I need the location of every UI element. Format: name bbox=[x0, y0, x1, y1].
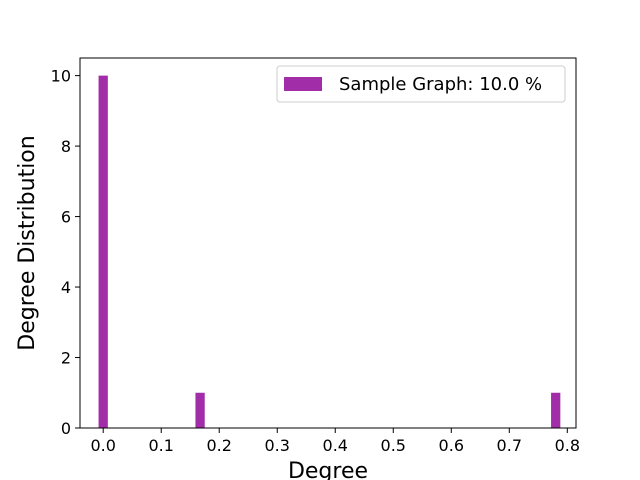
y-ticks: 0 2 4 6 8 10 bbox=[51, 67, 80, 438]
x-tick-label-4: 0.4 bbox=[323, 436, 348, 455]
x-axis-label: Degree bbox=[288, 459, 368, 480]
legend: Sample Graph: 10.0 % bbox=[276, 65, 566, 103]
legend-label: Sample Graph: 10.0 % bbox=[339, 74, 542, 95]
bar-0-2 bbox=[551, 392, 561, 428]
x-tick-label-8: 0.8 bbox=[555, 436, 580, 455]
x-tick-label-0: 0.0 bbox=[90, 436, 115, 455]
x-ticks: 0.0 0.1 0.2 0.3 0.4 0.5 0.6 0.7 0.8 bbox=[90, 428, 580, 455]
legend-swatch bbox=[284, 77, 322, 91]
y-axis-label: Degree Distribution bbox=[15, 135, 40, 350]
bars-group bbox=[98, 75, 561, 428]
x-tick-label-6: 0.6 bbox=[439, 436, 464, 455]
y-tick-label-0: 0 bbox=[61, 419, 71, 438]
y-tick-label-4: 8 bbox=[61, 137, 71, 156]
y-tick-label-5: 10 bbox=[51, 67, 71, 86]
x-tick-label-7: 0.7 bbox=[497, 436, 522, 455]
x-tick-label-2: 0.2 bbox=[207, 436, 232, 455]
legend-box bbox=[276, 65, 566, 103]
axes-frame bbox=[79, 57, 577, 429]
x-tick-label-5: 0.5 bbox=[381, 436, 406, 455]
y-tick-label-1: 2 bbox=[61, 349, 71, 368]
bar-0-1 bbox=[195, 392, 205, 428]
bar-0-0 bbox=[98, 75, 108, 428]
x-tick-label-1: 0.1 bbox=[148, 436, 173, 455]
x-tick-label-3: 0.3 bbox=[265, 436, 290, 455]
y-tick-label-2: 4 bbox=[61, 278, 71, 297]
y-tick-label-3: 6 bbox=[61, 208, 71, 227]
